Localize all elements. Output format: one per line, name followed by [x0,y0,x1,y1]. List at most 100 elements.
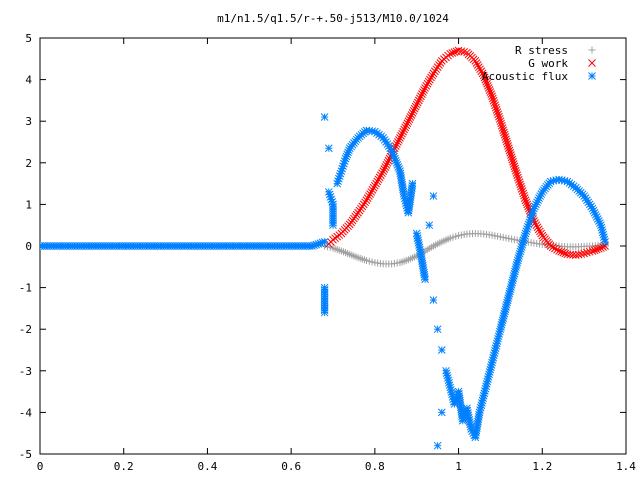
data-point [371,181,379,190]
data-point-fill [427,73,435,82]
data-point-fill [401,123,410,132]
data-point-fill [411,102,420,111]
data-point-fill [417,92,425,101]
x-tick-label: 1.2 [532,460,552,473]
data-point-fill [514,175,523,184]
y-tick-label: 0 [25,240,32,253]
data-point [433,441,442,450]
data-point-fill [524,202,532,211]
data-point-fill [472,59,481,67]
data-point-fill [448,49,457,57]
data-point-fill [410,104,419,113]
y-tick-label: -1 [19,282,32,295]
data-point-fill [502,135,510,144]
data-point-fill [492,106,501,114]
data-point-fill [424,77,433,86]
data-point-fill [394,138,402,146]
data-point-fill [416,94,424,103]
data-point-fill [489,96,498,105]
data-point-fill [500,128,508,137]
data-point-fill [399,127,407,136]
data-point [425,221,434,230]
chart-title: m1/n1.5/q1.5/r-+.50-j513/M10.0/1024 [217,12,449,25]
data-point-fill [516,180,525,189]
data-point-fill [485,86,494,94]
data-point-fill [520,191,528,200]
data-point-fill [383,158,392,167]
data-point-fill [561,249,570,258]
data-point-fill [483,79,491,88]
data-point [429,192,438,200]
data-point-fill [418,90,426,99]
data-point [513,171,522,180]
y-tick-label: 4 [25,74,32,87]
y-tick-label: -5 [19,448,32,461]
data-point [496,117,505,126]
data-point [437,408,446,417]
data-point-fill [515,178,524,186]
data-point [421,84,429,92]
data-point-fill [420,86,428,94]
data-point-fill [495,115,504,123]
series-2 [40,113,609,450]
legend-marker [588,59,596,67]
plot-area [40,46,609,450]
data-point-fill [406,113,415,121]
data-point-fill [536,227,544,236]
data-point-fill [476,65,484,74]
series-1 [324,46,609,260]
y-tick-label: 2 [25,157,32,170]
data-point-fill [548,243,557,252]
data-point-fill [590,246,599,255]
data-point-fill [398,129,406,138]
data-point-fill [477,67,486,76]
data-point-fill [550,244,559,253]
data-point [597,244,605,252]
data-point [362,196,371,205]
data-point-fill [500,130,509,139]
data-point-fill [503,139,512,148]
data-point-fill [365,192,373,200]
data-point-fill [523,200,532,209]
data-point-fill [505,146,514,155]
y-tick-label: -4 [19,406,33,419]
data-point-fill [378,169,386,178]
data-point [320,113,329,121]
data-point [433,325,442,334]
data-point-fill [522,198,531,207]
data-point-fill [533,223,542,232]
x-axis: 0 0.2 0.4 0.6 0.8 1 1.2 1.4 [37,38,636,473]
data-point-fill [502,137,511,146]
data-point-fill [369,183,378,192]
data-point-fill [510,162,519,171]
data-point [320,308,329,317]
y-tick-label: -3 [19,365,32,378]
series-0 [321,230,609,268]
data-point-fill [519,189,528,198]
data-point-fill [557,247,565,256]
data-point-fill [532,221,541,230]
data-point [488,92,496,101]
data-point-fill [520,194,529,202]
data-point-fill [517,185,526,193]
y-tick-label: 5 [25,32,32,45]
data-point-fill [512,169,521,177]
data-point-fill [518,187,527,196]
x-tick-label: 0.2 [114,460,134,473]
data-point-fill [413,98,422,107]
data-point [555,247,563,255]
data-point-fill [366,190,374,198]
data-point-fill [585,247,594,256]
data-point-fill [384,156,393,165]
data-point-fill [495,112,503,121]
data-point-fill [372,179,380,188]
y-tick-label: -2 [19,323,32,336]
x-tick-label: 0 [37,460,44,473]
data-point-fill [508,155,517,164]
data-point-fill [368,185,377,194]
data-point [588,247,597,255]
data-point-fill [375,173,384,182]
data-point-fill [499,126,508,135]
data-point-fill [373,177,382,186]
data-point-fill [414,96,423,105]
